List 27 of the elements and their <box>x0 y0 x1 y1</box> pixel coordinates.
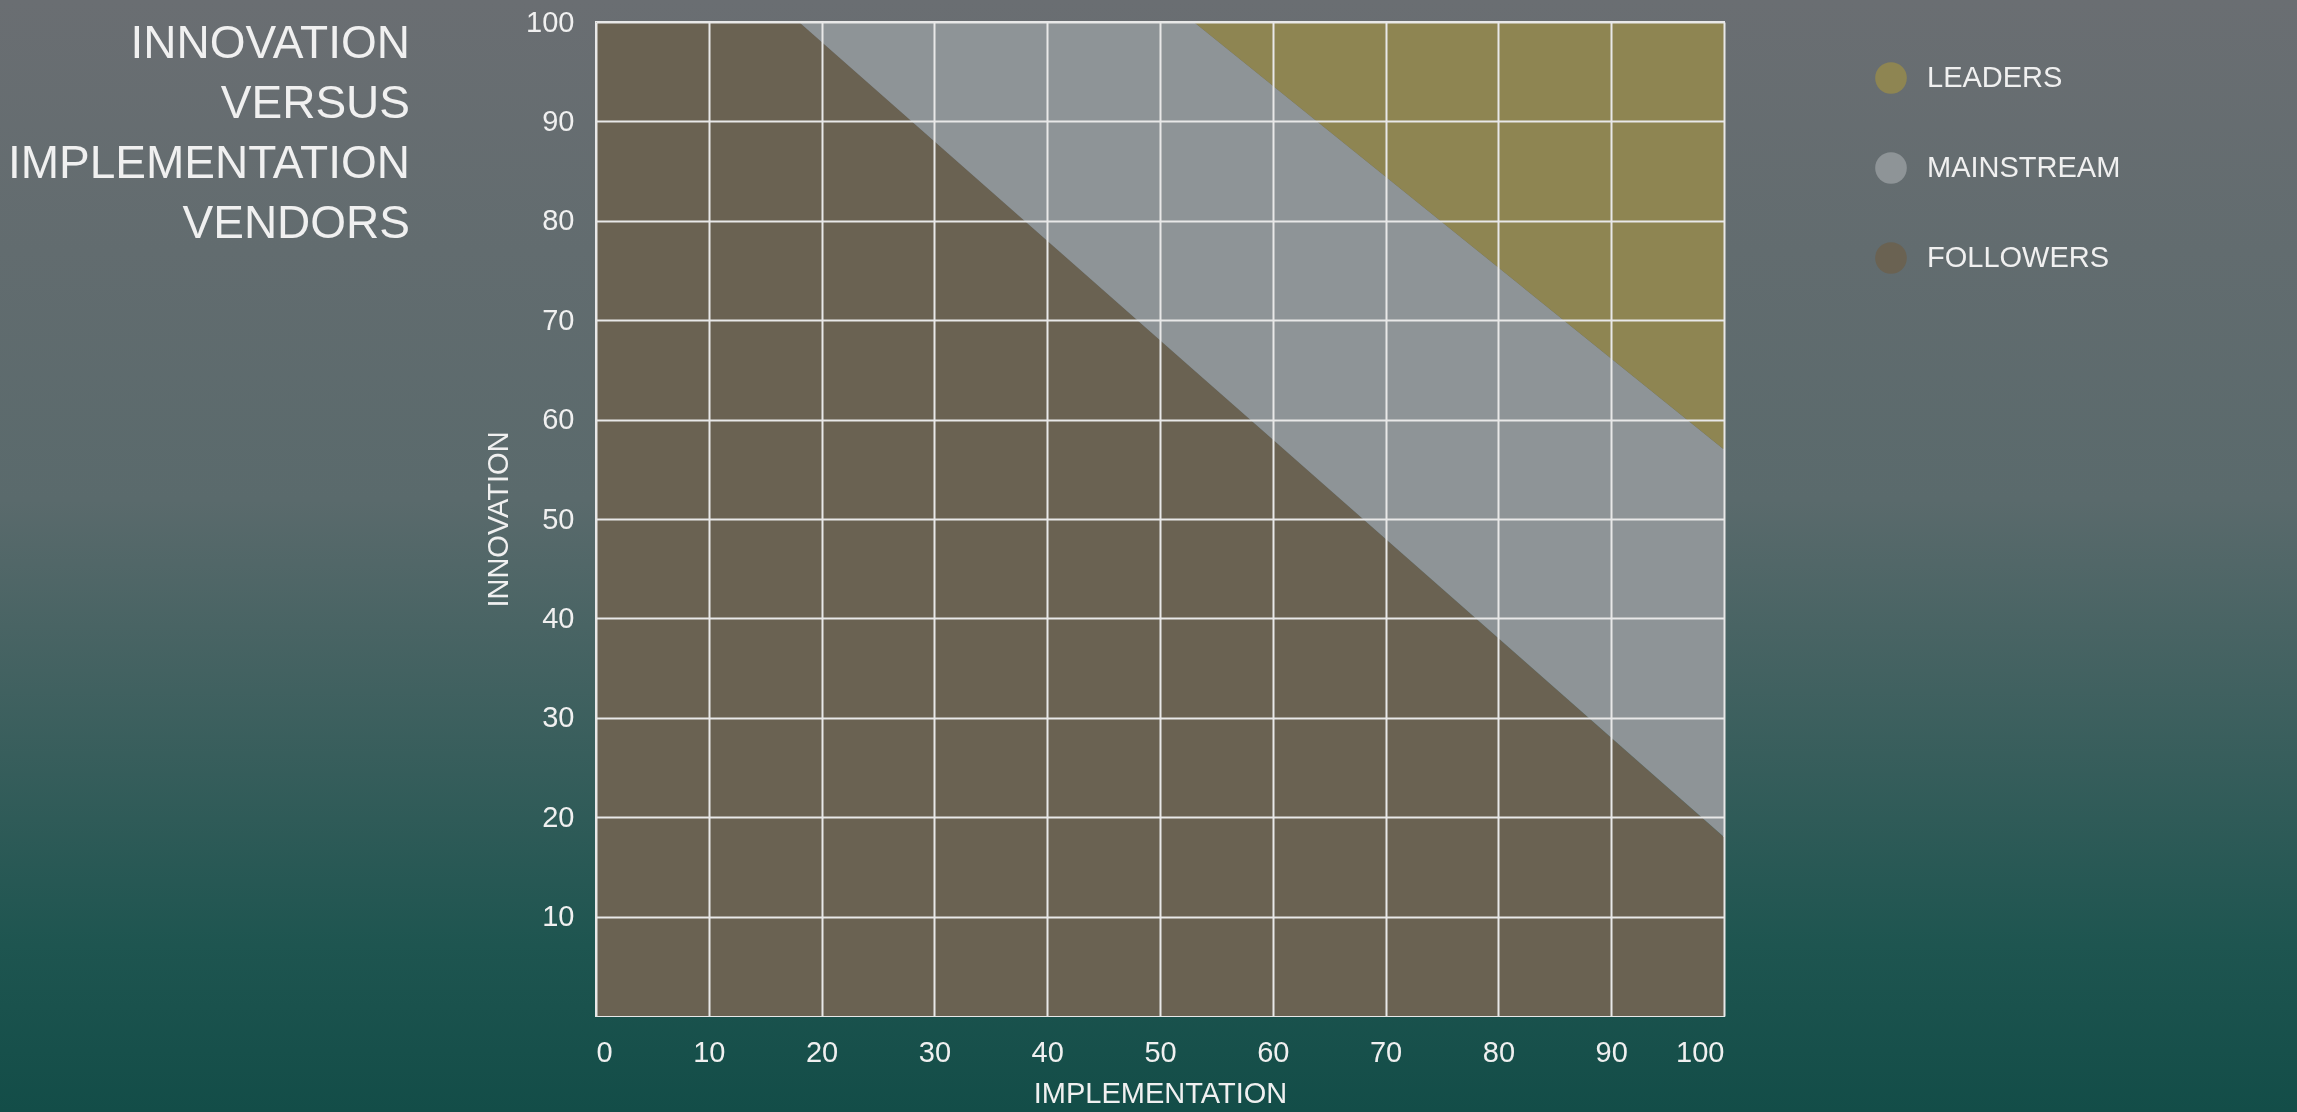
x-tick-label: 20 <box>805 1035 839 1068</box>
legend-label: FOLLOWERS <box>1927 241 2110 273</box>
y-tick-label: 30 <box>542 701 575 734</box>
y-tick-label: 40 <box>542 601 575 634</box>
y-tick-label: 20 <box>542 800 575 833</box>
x-tick-label: 50 <box>1144 1035 1177 1068</box>
y-tick-label: 70 <box>542 303 575 336</box>
legend-label: LEADERS <box>1927 61 2063 93</box>
x-tick-label: 0 <box>596 1035 613 1068</box>
y-tick-label: 10 <box>542 900 575 933</box>
x-tick-label: 100 <box>1676 1035 1725 1068</box>
y-tick-label: 90 <box>542 104 575 137</box>
y-tick-label: 50 <box>542 502 575 535</box>
x-tick-label: 40 <box>1031 1035 1064 1068</box>
y-axis-title: INNOVATION <box>482 431 515 608</box>
x-tick-label: 70 <box>1369 1035 1403 1068</box>
x-tick-label: 30 <box>918 1035 952 1068</box>
x-axis-title: IMPLEMENTATION <box>1033 1076 1288 1109</box>
x-tick-label: 10 <box>693 1035 726 1068</box>
legend-label: MAINSTREAM <box>1927 151 2121 183</box>
x-tick-label: 80 <box>1482 1035 1516 1068</box>
x-tick-label: 60 <box>1257 1035 1290 1068</box>
y-tick-label: 80 <box>542 204 575 237</box>
y-tick-label: 60 <box>542 403 575 436</box>
text: INNOVATION VERSUS IMPLEMENTATION VENDORS <box>6 15 410 250</box>
x-tick-label: 90 <box>1595 1035 1628 1068</box>
y-tick-label: 100 <box>526 5 575 38</box>
